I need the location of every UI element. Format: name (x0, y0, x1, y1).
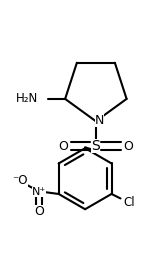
Text: N⁺: N⁺ (32, 187, 46, 197)
Text: O: O (123, 140, 133, 153)
Text: N: N (95, 114, 104, 127)
Text: H₂N: H₂N (16, 92, 38, 105)
Text: O: O (34, 204, 44, 218)
Text: ⁻O: ⁻O (12, 174, 28, 187)
Text: O: O (59, 140, 68, 153)
Text: Cl: Cl (124, 195, 135, 209)
Text: S: S (91, 140, 100, 153)
